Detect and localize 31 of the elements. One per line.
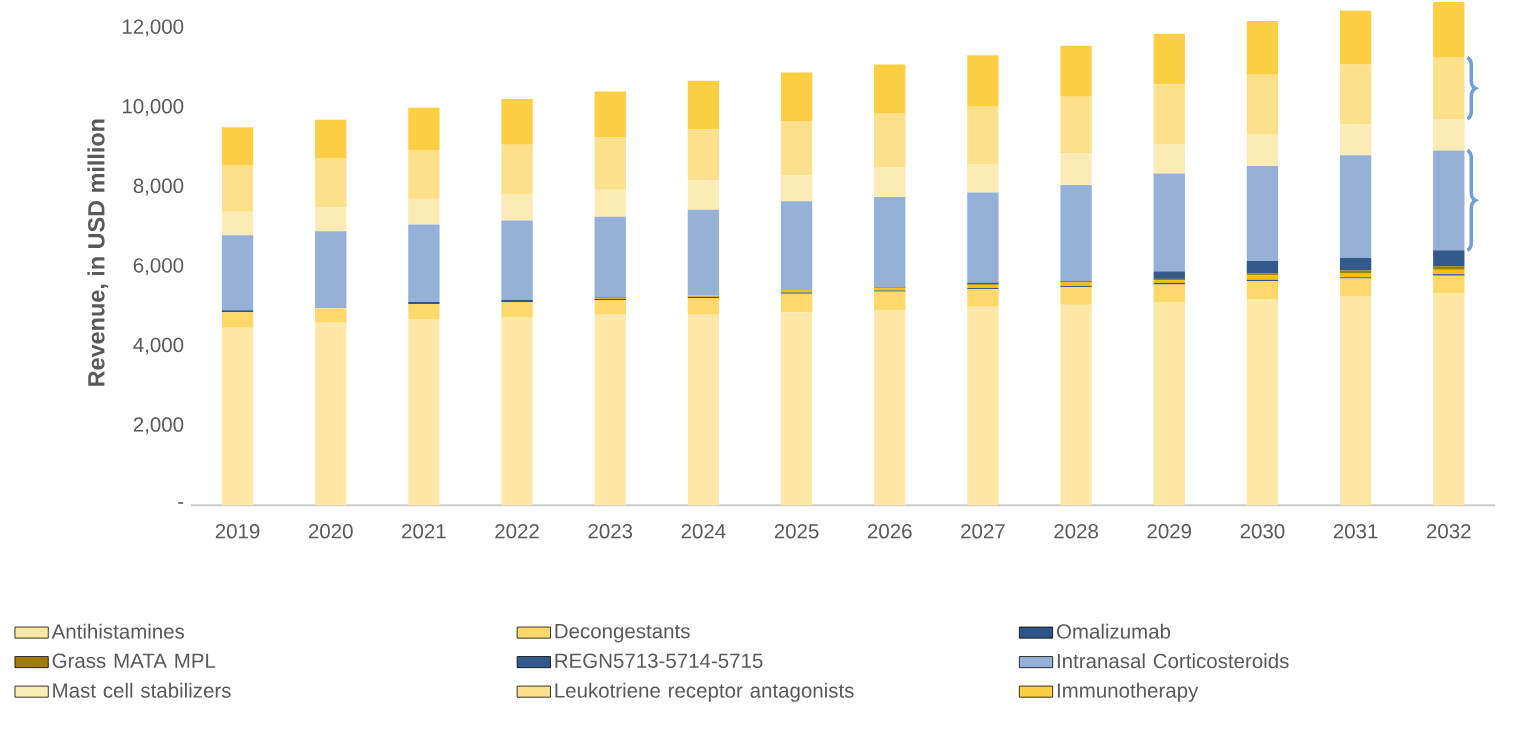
legend-label: Leukotriene receptor antagonists <box>555 682 854 702</box>
x-tick-label: 2023 <box>588 523 633 539</box>
x-tick-label: 2031 <box>1333 523 1378 539</box>
y-axis-title: Revenue, in USD million <box>87 119 108 386</box>
x-tick-label: 2029 <box>1147 523 1192 539</box>
legend-label: Grass MATA MPL <box>52 653 216 668</box>
x-tick-label: 2019 <box>215 523 260 539</box>
x-tick-label: 2022 <box>495 523 539 539</box>
x-tick-label: 2032 <box>1427 523 1471 539</box>
x-tick-label: 2024 <box>681 523 726 539</box>
x-tick-label: 2025 <box>774 523 819 539</box>
y-tick-label: 2,000 <box>133 417 184 435</box>
y-tick-label: 4,000 <box>133 337 184 355</box>
y-tick-label: 10,000 <box>122 98 184 116</box>
y-tick-label: 8,000 <box>133 178 184 196</box>
legend-label: Immunotherapy <box>1057 682 1199 702</box>
legend-label: Intranasal Corticosteroids <box>1057 653 1289 669</box>
legend-label: Omalizumab <box>1056 623 1171 639</box>
x-tick-label: 2020 <box>308 523 353 539</box>
x-tick-label: 2027 <box>961 523 1005 539</box>
legend-label: REGN5713-5714-5715 <box>555 653 763 668</box>
x-tick-label: 2026 <box>868 523 912 539</box>
y-tick-label: - <box>178 502 184 504</box>
x-tick-label: 2030 <box>1240 523 1285 539</box>
legend-label: Mast cell stabilizers <box>53 682 231 698</box>
y-tick-label: 6,000 <box>133 258 184 276</box>
legend-label: Decongestants <box>555 624 690 643</box>
y-tick-label: 12,000 <box>122 19 184 37</box>
x-tick-label: 2021 <box>402 523 446 539</box>
legend-label: Antihistamines <box>51 623 185 639</box>
x-tick-label: 2028 <box>1054 523 1098 539</box>
